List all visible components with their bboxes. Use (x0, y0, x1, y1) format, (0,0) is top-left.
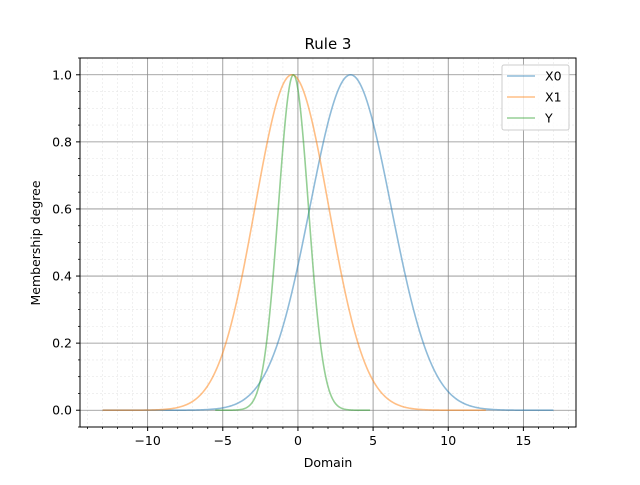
x-tick-label: −5 (214, 433, 232, 448)
x-tick-label: 0 (294, 433, 302, 448)
series-line-x0 (102, 73, 554, 412)
y-tick-label: 0.0 (52, 403, 72, 418)
x-tick-label: 5 (369, 433, 377, 448)
y-axis-label: Membership degree (28, 180, 43, 305)
x-tick-label: 15 (515, 433, 531, 448)
y-tick-label: 0.8 (52, 134, 72, 149)
y-tick-label: 1.0 (52, 67, 72, 82)
x-tick-label: −10 (134, 433, 160, 448)
x-axis-label: Domain (304, 455, 353, 470)
y-tick-label: 0.6 (52, 201, 72, 216)
y-tick-label: 0.4 (52, 269, 72, 284)
legend-box (501, 64, 570, 131)
y-axis-ticks: 0.0 0.2 0.4 0.6 0.8 1.0 (52, 57, 80, 428)
chart-title: Rule 3 (305, 35, 352, 53)
legend-label-x1: X1 (545, 90, 562, 105)
y-tick-label: 0.2 (52, 336, 72, 351)
series-lines (102, 73, 554, 412)
legend-label-x0: X0 (545, 69, 562, 84)
legend: X0 X1 Y (501, 64, 570, 131)
x-axis-ticks: −10 −5 0 5 10 15 (87, 427, 569, 448)
series-line-y (215, 73, 371, 412)
legend-label-y: Y (544, 111, 553, 126)
minor-grid (80, 57, 576, 428)
x-tick-label: 10 (440, 433, 456, 448)
